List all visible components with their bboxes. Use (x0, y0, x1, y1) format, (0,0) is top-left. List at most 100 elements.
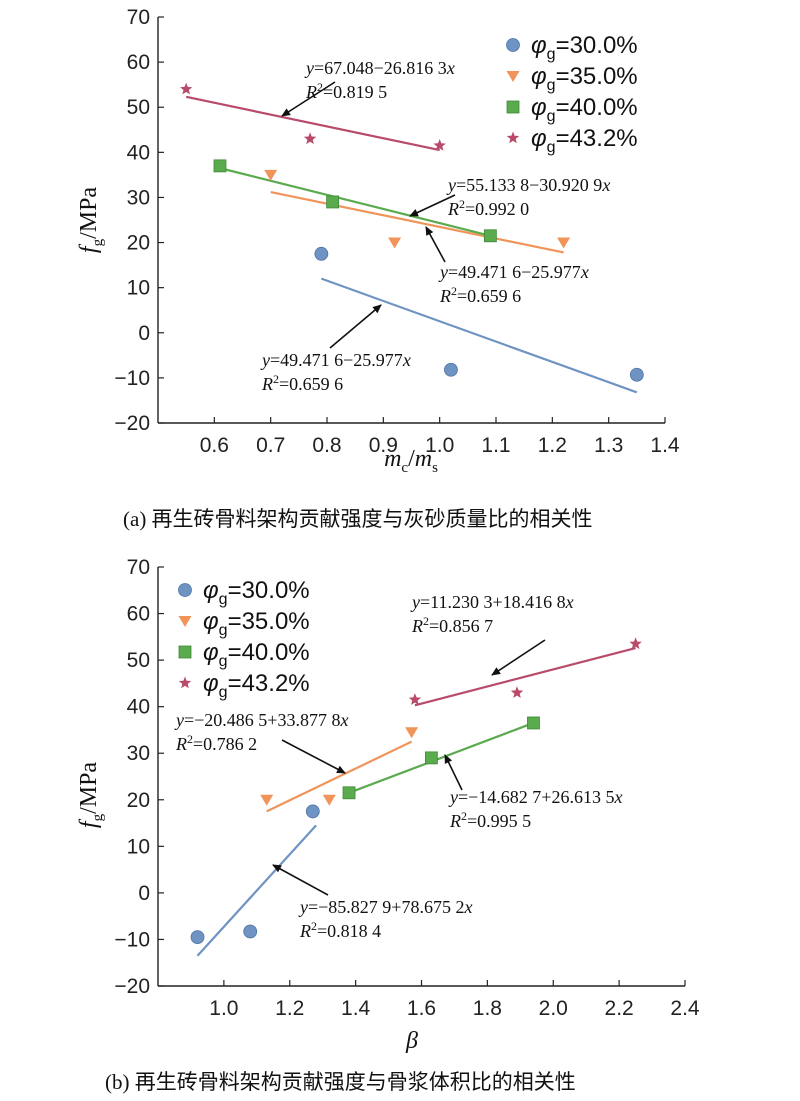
data-point-series-2 (326, 195, 340, 209)
fit-line-series-3 (414, 646, 636, 707)
legend-label-0: φg=30.0% (203, 577, 310, 608)
legend-marker-0 (506, 38, 520, 52)
data-point-series-0 (444, 362, 458, 377)
y-tick-label: 10 (127, 835, 150, 858)
x-tick-label: 1.2 (275, 997, 304, 1020)
fit-r2-3: R2=0.659 6 (261, 372, 343, 394)
fit-equation-2: y=−14.682 7+26.613 5x (448, 787, 622, 807)
annotation-arrow-0 (281, 81, 336, 117)
panel-b: −20 −10 0 10 20 30 40 50 60 70 1.0 1.2 1.4 1.6 1.8 2.0 2… (76, 556, 700, 1054)
legend-marker-0 (178, 583, 192, 597)
data-point-series-0 (305, 804, 320, 819)
panel-a: −20 −10 0 10 20 30 40 50 60 70 0.6 0.7 0.8 0.9 1.0 1.1 1… (76, 6, 680, 476)
fit-line-series-2 (348, 721, 534, 794)
annotation-arrow-1 (281, 739, 346, 774)
data-point-series-1 (264, 169, 278, 181)
data-point-series-1 (322, 794, 336, 806)
annotation-arrow-1 (409, 194, 456, 217)
fit-equation-2: y=49.471 6−25.977x (438, 262, 589, 282)
legend-marker-2 (178, 645, 192, 659)
x-axis-label: β (405, 1028, 418, 1054)
y-tick-label: 20 (127, 232, 150, 255)
fit-equation-3: y=49.471 6−25.977x (260, 350, 411, 370)
y-tick-label: 0 (138, 322, 150, 345)
x-tick-label: 1.0 (425, 434, 454, 457)
annotation-arrow-2 (444, 754, 463, 791)
x-tick-label: 1.2 (538, 434, 567, 457)
x-tick-label: 0.7 (256, 434, 285, 457)
data-point-series-3 (408, 693, 422, 705)
annotation-arrow-3 (272, 864, 329, 896)
x-tick-label: 2.2 (605, 997, 634, 1020)
legend-label-1: φg=35.0% (531, 63, 638, 94)
legend-label-1: φg=35.0% (203, 608, 310, 639)
y-tick-label: 40 (127, 141, 150, 164)
x-axis-label: mc/ms (384, 446, 438, 476)
y-tick-label: 30 (127, 186, 150, 209)
fit-r2-0: R2=0.856 7 (411, 614, 493, 636)
y-tick-label: 70 (127, 6, 150, 29)
fit-r2-0: R2=0.819 5 (305, 80, 387, 102)
fit-equation-3: y=−85.827 9+78.675 2x (298, 897, 472, 917)
x-tick-label: 0.8 (312, 434, 341, 457)
fit-line-series-1 (270, 190, 564, 254)
fit-r2-1: R2=0.992 0 (447, 197, 529, 219)
caption-b: (b) 再生砖骨料架构贡献强度与骨浆体积比的相关性 (105, 1070, 576, 1094)
legend-marker-3 (506, 131, 520, 144)
x-tick-label: 1.4 (650, 434, 680, 457)
legend-marker-1 (178, 616, 192, 627)
caption-a: (a) 再生砖骨料架构贡献强度与灰砂质量比的相关性 (123, 507, 593, 531)
y-tick-label: 60 (127, 603, 150, 626)
fit-r2-1: R2=0.786 2 (175, 732, 257, 754)
x-tick-label: 2.4 (670, 997, 700, 1020)
x-tick-label: 1.0 (209, 997, 238, 1020)
fit-line-series-0 (320, 277, 638, 394)
data-point-series-0 (629, 367, 644, 382)
x-tick-label: 1.3 (594, 434, 623, 457)
fit-r2-2: R2=0.995 5 (449, 809, 531, 831)
y-tick-label: −20 (114, 412, 150, 435)
fit-r2-3: R2=0.818 4 (299, 919, 381, 941)
legend-label-2: φg=40.0% (203, 639, 310, 670)
data-point-series-1 (388, 237, 402, 249)
data-point-series-1 (260, 794, 274, 806)
fit-equation-0: y=11.230 3+18.416 8x (410, 592, 574, 612)
annotation-arrow-0 (491, 639, 546, 676)
fit-equation-1: y=−20.486 5+33.877 8x (174, 710, 348, 730)
legend-label-3: φg=43.2% (531, 125, 638, 156)
data-point-series-2 (213, 159, 227, 173)
data-point-series-3 (629, 637, 642, 650)
y-axis-label: fg/MPa (76, 762, 106, 829)
x-tick-label: 1.4 (341, 997, 371, 1020)
fit-line-series-0 (196, 824, 317, 957)
y-tick-label: 70 (127, 556, 150, 579)
y-tick-label: −10 (114, 928, 150, 951)
y-tick-label: 0 (138, 882, 150, 905)
data-point-series-1 (405, 727, 419, 739)
fit-line-series-2 (219, 167, 491, 237)
data-point-series-3 (433, 139, 446, 151)
data-point-series-2 (424, 751, 438, 765)
data-point-series-0 (314, 246, 329, 261)
data-point-series-3 (180, 82, 193, 95)
y-tick-label: −20 (114, 975, 150, 998)
legend-label-0: φg=30.0% (531, 32, 638, 63)
data-point-series-0 (190, 930, 205, 945)
y-tick-label: 20 (127, 789, 150, 812)
legend-marker-3 (178, 676, 192, 689)
x-tick-label: 0.6 (200, 434, 229, 457)
y-axis-label: fg/MPa (76, 187, 106, 254)
y-tick-label: 40 (127, 696, 150, 719)
x-tick-label: 0.9 (369, 434, 398, 457)
annotation-arrow-3 (329, 304, 382, 349)
data-point-series-2 (527, 716, 540, 730)
x-tick-label: 1.6 (407, 997, 436, 1020)
legend-marker-1 (506, 71, 520, 82)
data-point-series-3 (510, 686, 524, 698)
x-tick-label: 1.8 (473, 997, 502, 1020)
annotation-arrow-2 (425, 226, 446, 263)
y-tick-label: 60 (127, 51, 150, 74)
fit-equation-0: y=67.048−26.816 3x (304, 58, 455, 78)
y-tick-label: 10 (127, 277, 150, 300)
